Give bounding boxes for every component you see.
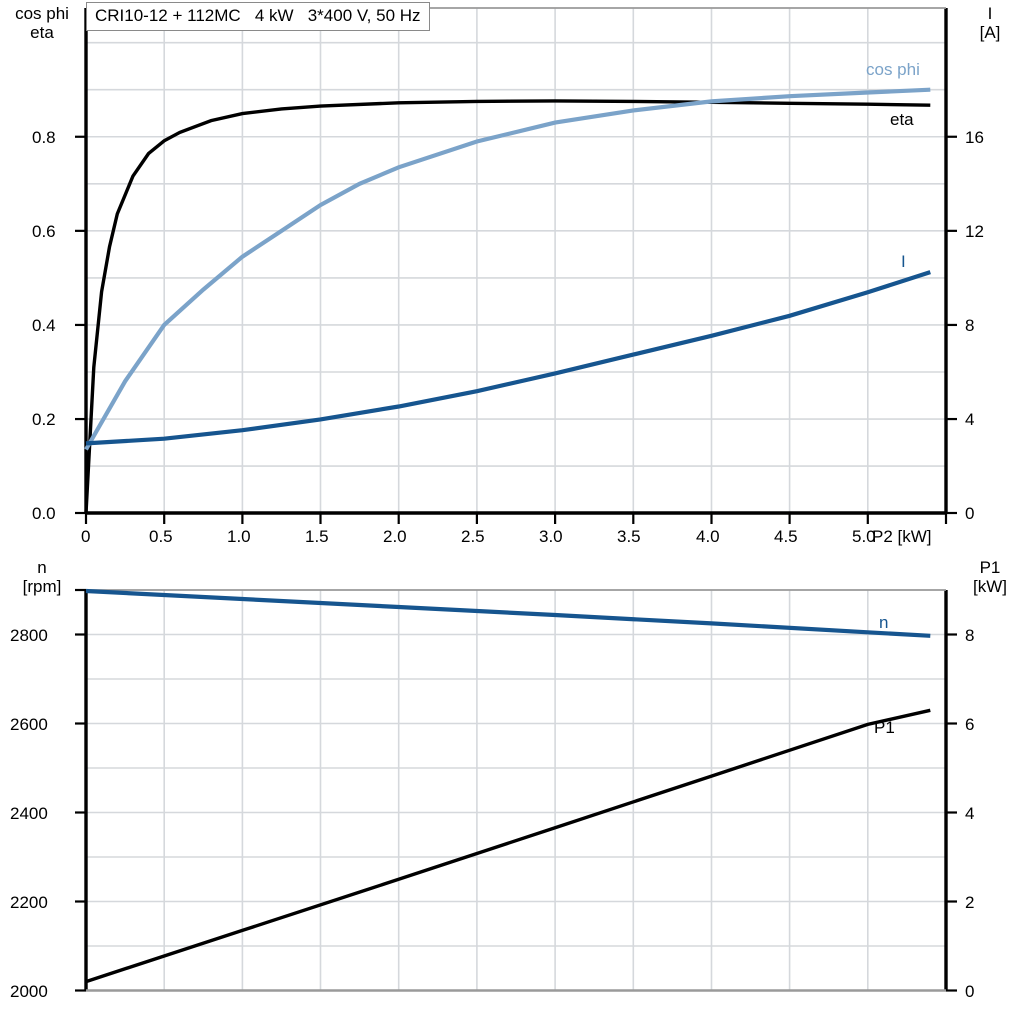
bottom-gridlines	[86, 590, 946, 991]
top-x-tick-9: 4.5	[774, 527, 798, 546]
top-left-tick-0: 0.0	[32, 504, 56, 523]
top-right-tick-3: 12	[965, 222, 984, 241]
top-x-tick-5: 2.5	[461, 527, 485, 546]
top-left-tick-3: 0.6	[32, 222, 56, 241]
top-right-tick-0: 0	[965, 504, 975, 523]
curve-label-cos-phi: cos phi	[866, 60, 920, 79]
bottom-right-tick-0: 0	[965, 982, 975, 1001]
top-x-axis-title: P2 [kW]	[872, 527, 932, 546]
curve-label-eta: eta	[890, 110, 914, 129]
top-x-tick-2: 1.0	[227, 527, 251, 546]
top-right-axis-title: I [A]	[962, 4, 1018, 42]
top-right-tick-2: 8	[965, 316, 975, 335]
top-x-tick-7: 3.5	[617, 527, 641, 546]
top-chart-panel: cos phi eta I [A] CRI10-12 + 112MC 4 kW …	[2, 2, 1018, 546]
top-x-tick-3: 1.5	[305, 527, 329, 546]
curve-speed	[85, 588, 931, 638]
top-left-tick-4: 0.8	[32, 128, 56, 147]
bottom-right-tick-3: 6	[965, 715, 975, 734]
bottom-plot-svg	[75, 588, 957, 992]
top-x-tick-8: 4.0	[696, 527, 720, 546]
bottom-left-axis-title: n [rpm]	[2, 558, 82, 596]
curve-label-p1: P1	[874, 718, 895, 737]
top-right-axis-title-line1: I	[987, 4, 993, 23]
top-right-tick-1: 4	[965, 410, 975, 429]
top-left-axis-title-line1: cos phi	[15, 4, 69, 23]
top-right-tick-4: 16	[965, 128, 984, 147]
bottom-left-axis-title-line2: [rpm]	[22, 577, 62, 596]
top-right-axis-title-line2: [A]	[979, 23, 1001, 42]
top-left-tick-1: 0.2	[32, 410, 56, 429]
top-left-tick-2: 0.4	[32, 316, 56, 335]
top-left-axis-title: cos phi eta	[2, 4, 82, 42]
top-x-tick-10: 5.0	[852, 527, 876, 546]
curve-label-current: I	[901, 252, 906, 271]
bottom-left-tick-0: 2000	[10, 982, 48, 1001]
bottom-left-axis-title-line1: n	[37, 558, 47, 577]
bottom-left-tick-4: 2800	[10, 626, 48, 645]
curve-label-speed: n	[879, 613, 889, 632]
top-plot-svg	[75, 7, 957, 524]
curve-eta	[84, 99, 931, 514]
bottom-tick-marks	[75, 588, 957, 992]
top-x-tick-6: 3.0	[539, 527, 563, 546]
curve-cos-phi	[84, 87, 931, 451]
top-axis-frame	[84, 7, 948, 515]
curve-p1	[85, 708, 931, 984]
bottom-right-axis-title: P1 [kW]	[960, 558, 1020, 596]
top-x-tick-1: 0.5	[149, 527, 173, 546]
top-x-tick-0: 0	[81, 527, 91, 546]
bottom-right-tick-2: 4	[965, 804, 975, 823]
top-gridlines	[86, 8, 946, 513]
bottom-left-tick-1: 2200	[10, 893, 48, 912]
chart-title: CRI10-12 + 112MC 4 kW 3*400 V, 50 Hz	[86, 2, 430, 31]
bottom-axis-frame	[84, 589, 948, 992]
bottom-right-tick-1: 2	[965, 893, 975, 912]
top-left-axis-title-line2: eta	[30, 23, 54, 42]
bottom-right-axis-title-line2: [kW]	[973, 577, 1007, 596]
curve-current	[85, 270, 931, 446]
top-x-tick-4: 2.0	[383, 527, 407, 546]
bottom-left-tick-3: 2600	[10, 715, 48, 734]
bottom-right-tick-4: 8	[965, 626, 975, 645]
bottom-left-tick-2: 2400	[10, 804, 48, 823]
top-tick-marks	[75, 135, 957, 524]
bottom-right-axis-title-line1: P1	[979, 558, 1001, 577]
bottom-chart-panel: n [rpm] P1 [kW]	[0, 546, 1024, 1024]
